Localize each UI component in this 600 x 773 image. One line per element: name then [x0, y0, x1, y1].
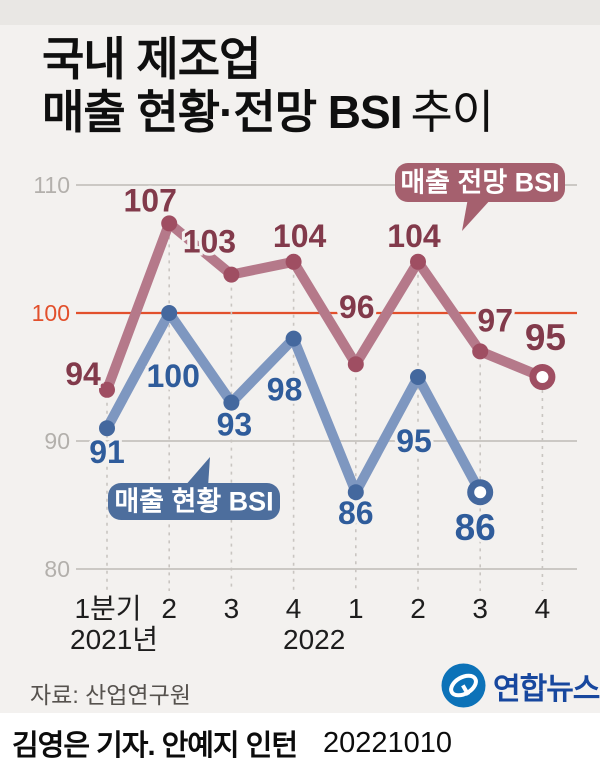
series-line-outlook-bsi — [102, 218, 548, 395]
value-label: 97 — [477, 302, 513, 338]
value-label: 104 — [273, 218, 327, 254]
x-tick-label: 1분기 — [74, 593, 141, 624]
data-point — [161, 215, 178, 232]
y-tick-label: 110 — [33, 172, 70, 198]
data-point — [161, 305, 178, 321]
page-title: 국내 제조업 매출 현황·전망 BSI 추이 — [42, 33, 494, 139]
y-tick-label: 80 — [44, 556, 70, 582]
data-point — [347, 356, 364, 373]
yonhap-logo: 연합뉴스 — [440, 662, 600, 709]
data-point — [223, 394, 240, 411]
year-label: 2021년 — [70, 624, 158, 655]
value-label: 86 — [455, 507, 496, 548]
annotation-box-current-bsi — [108, 483, 280, 520]
yonhap-logo-text: 연합뉴스 — [493, 672, 600, 706]
value-label: 94 — [65, 356, 101, 392]
value-label: 96 — [339, 289, 375, 325]
data-point — [285, 330, 302, 347]
data-point — [223, 266, 240, 283]
value-label: 107 — [124, 182, 177, 218]
x-tick-label: 2 — [410, 593, 426, 624]
value-label: 86 — [338, 495, 374, 531]
top-strip — [0, 0, 600, 25]
title-line-2: 매출 현황·전망 BSI 추이 — [42, 86, 494, 139]
data-point — [410, 253, 426, 270]
x-tick-label: 3 — [224, 593, 240, 624]
x-tick-label: 4 — [535, 593, 551, 624]
data-point — [410, 369, 426, 385]
annotation-tail-outlook-bsi — [462, 198, 492, 231]
value-label: 104 — [387, 218, 441, 254]
data-point-open — [467, 479, 494, 506]
data-point — [99, 381, 115, 398]
y-tick-label: 100 — [32, 300, 70, 326]
x-tick-label: 4 — [286, 593, 302, 624]
annotation-box-outlook-bsi — [395, 163, 565, 202]
title-line-2-bold: 매출 현황·전망 BSI — [42, 86, 402, 138]
source-label: 자료: 산업연구원 — [30, 682, 191, 708]
year-label: 2022 — [283, 624, 345, 655]
data-point — [285, 253, 302, 270]
data-point — [99, 420, 115, 437]
value-label: 93 — [217, 407, 253, 443]
x-tick-label: 1 — [348, 593, 364, 624]
value-label: 103 — [183, 224, 236, 260]
x-tick-label: 2 — [161, 593, 177, 624]
value-label: 98 — [267, 372, 303, 408]
data-point — [347, 484, 364, 501]
byline-text: 김영은 기자. 안예지 인턴 — [12, 730, 298, 762]
date-text: 20221010 — [323, 726, 453, 759]
annotation-label-outlook-bsi: 매출 전망 BSI — [400, 168, 559, 198]
data-point — [472, 343, 489, 360]
title-line-2-light: 추이 — [410, 86, 494, 138]
value-label: 95 — [396, 423, 432, 459]
y-tick-label: 90 — [44, 428, 70, 454]
footer-bar: 김영은 기자. 안예지 인턴 20221010 — [0, 713, 600, 773]
annotation-label-current-bsi: 매출 현황 BSI — [114, 487, 273, 517]
yonhap-logo-icon — [441, 663, 486, 708]
value-label: 100 — [147, 358, 200, 394]
data-point-open — [529, 364, 556, 390]
x-tick-label: 3 — [472, 593, 488, 624]
value-label: 95 — [525, 317, 566, 358]
annotation-tail-current-bsi — [184, 457, 210, 487]
value-label: 91 — [89, 434, 125, 470]
title-line-1: 국내 제조업 — [42, 33, 261, 85]
